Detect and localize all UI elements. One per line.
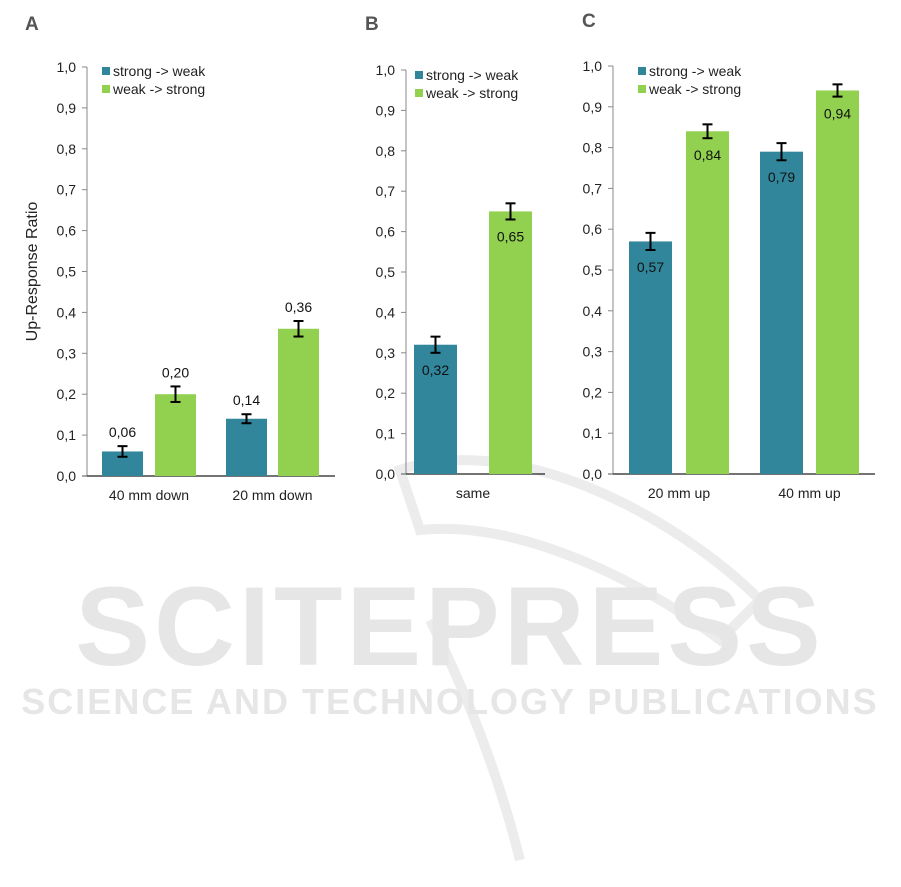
y-tick-label: 0,0: [583, 466, 603, 482]
legend-swatch: [415, 89, 423, 97]
data-label: 0,36: [285, 299, 312, 315]
x-tick-label: 40 mm down: [109, 487, 189, 503]
data-label: 0,65: [497, 228, 524, 244]
legend-entry: weak -> strong: [648, 81, 741, 97]
y-tick-label: 0,4: [57, 304, 77, 320]
y-tick-label: 0,7: [583, 180, 603, 196]
y-tick-label: 0,3: [376, 345, 396, 361]
y-tick-label: 0,9: [57, 100, 77, 116]
y-tick-label: 0,0: [376, 466, 396, 482]
y-tick-label: 0,9: [376, 102, 396, 118]
x-tick-label: same: [456, 485, 490, 501]
x-tick-label: 40 mm up: [778, 485, 840, 501]
y-tick-label: 0,1: [583, 425, 603, 441]
legend-swatch: [415, 71, 423, 79]
legend-swatch: [102, 67, 110, 75]
legend-entry: weak -> strong: [425, 85, 518, 101]
bar-weak-to-strong: [489, 211, 532, 474]
data-label: 0,20: [162, 364, 189, 380]
legend-entry: strong -> weak: [113, 63, 206, 79]
data-label: 0,32: [422, 362, 449, 378]
bar-weak-to-strong: [686, 131, 729, 474]
panel-label-B: B: [365, 14, 379, 35]
data-label: 0,84: [694, 147, 721, 163]
bar-strong-to-weak: [629, 241, 672, 474]
panel-label-C: C: [582, 11, 596, 32]
data-label: 0,79: [768, 169, 795, 185]
bar-weak-to-strong: [278, 328, 319, 476]
x-tick-label: 20 mm up: [648, 485, 710, 501]
bar-strong-to-weak: [760, 151, 803, 474]
y-tick-label: 1,0: [583, 58, 603, 74]
bar-strong-to-weak: [414, 344, 457, 474]
y-tick-label: 0,1: [376, 426, 396, 442]
bar-strong-to-weak: [226, 418, 267, 476]
legend-swatch: [102, 85, 110, 93]
y-tick-label: 0,5: [376, 264, 396, 280]
y-tick-label: 0,1: [57, 427, 77, 443]
y-tick-label: 1,0: [57, 59, 77, 75]
y-tick-label: 0,2: [583, 384, 603, 400]
y-tick-label: 0,3: [57, 345, 77, 361]
y-tick-label: 1,0: [376, 62, 396, 78]
y-tick-label: 0,3: [583, 344, 603, 360]
y-tick-label: 0,2: [57, 386, 77, 402]
data-label: 0,94: [824, 106, 851, 122]
panel-label-A: A: [25, 14, 39, 35]
watermark-title: SCITEPRESS: [75, 564, 825, 689]
y-tick-label: 0,5: [57, 264, 77, 280]
y-tick-label: 0,6: [583, 221, 603, 237]
y-tick-label: 0,2: [376, 385, 396, 401]
y-tick-label: 0,7: [57, 182, 77, 198]
y-tick-label: 0,4: [583, 303, 603, 319]
legend-swatch: [638, 85, 646, 93]
bar-weak-to-strong: [816, 90, 859, 474]
y-tick-label: 0,8: [57, 141, 77, 157]
data-label: 0,14: [233, 392, 260, 408]
bar-weak-to-strong: [155, 394, 196, 476]
legend-swatch: [638, 67, 646, 75]
y-tick-label: 0,8: [583, 140, 603, 156]
legend-entry: weak -> strong: [112, 81, 205, 97]
y-axis-label: Up-Response Ratio: [24, 202, 41, 342]
y-tick-label: 0,7: [376, 183, 396, 199]
watermark-subtitle: SCIENCE AND TECHNOLOGY PUBLICATIONS: [21, 681, 878, 722]
y-tick-label: 0,5: [583, 262, 603, 278]
y-tick-label: 0,9: [583, 99, 603, 115]
y-tick-label: 0,4: [376, 304, 396, 320]
legend-entry: strong -> weak: [426, 67, 519, 83]
y-tick-label: 0,6: [57, 223, 77, 239]
data-label: 0,06: [109, 424, 136, 440]
data-label: 0,57: [637, 259, 664, 275]
y-tick-label: 0,6: [376, 224, 396, 240]
x-tick-label: 20 mm down: [232, 487, 312, 503]
y-tick-label: 0,0: [57, 468, 77, 484]
legend-entry: strong -> weak: [649, 63, 742, 79]
y-tick-label: 0,8: [376, 143, 396, 159]
